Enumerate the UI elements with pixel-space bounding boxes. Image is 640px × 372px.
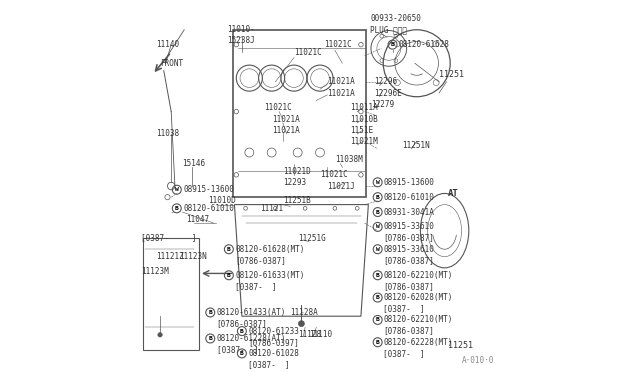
Text: 11128A: 11128A (291, 308, 318, 317)
Circle shape (158, 333, 163, 337)
Bar (143, 238, 199, 350)
Text: 11021D: 11021D (283, 167, 310, 176)
Text: 08120-61228(AT): 08120-61228(AT) (216, 334, 286, 343)
Text: [0387-  ]: [0387- ] (383, 349, 425, 358)
Text: 11140: 11140 (156, 40, 179, 49)
Text: 08120-61010: 08120-61010 (183, 204, 234, 213)
Text: 11251G: 11251G (298, 234, 325, 243)
Text: 08120-61233: 08120-61233 (248, 327, 299, 336)
Text: 08120-61628: 08120-61628 (398, 40, 449, 49)
Polygon shape (234, 205, 369, 316)
Text: B: B (376, 317, 380, 323)
Text: 08120-62210(MT): 08120-62210(MT) (383, 315, 452, 324)
Text: 11021J: 11021J (328, 182, 355, 190)
Text: [0387-  ]: [0387- ] (216, 345, 258, 354)
Text: [0786-0387]: [0786-0387] (383, 327, 434, 336)
Text: 11121Z: 11121Z (156, 252, 184, 261)
Text: 11038: 11038 (156, 129, 179, 138)
Text: B: B (376, 195, 380, 200)
Text: 08915-13600: 08915-13600 (183, 185, 234, 194)
Text: 08915-33610: 08915-33610 (383, 245, 434, 254)
Text: PLUG プラグ: PLUG プラグ (370, 25, 407, 34)
Text: B: B (209, 310, 212, 315)
Text: 11021C: 11021C (324, 40, 351, 49)
Text: 15238J: 15238J (227, 36, 255, 45)
Text: 11010B: 11010B (349, 115, 378, 124)
Text: 11011A: 11011A (349, 103, 378, 112)
Text: 12296E: 12296E (374, 89, 402, 97)
Text: [0387-  ]: [0387- ] (248, 360, 290, 369)
Text: B: B (376, 295, 380, 300)
Text: 11251N: 11251N (402, 141, 429, 150)
Text: B: B (376, 273, 380, 278)
Text: 11121: 11121 (260, 204, 284, 213)
Circle shape (298, 321, 305, 327)
Text: 11010-: 11010- (227, 25, 255, 34)
Text: 11251: 11251 (439, 70, 464, 79)
Text: 11021C: 11021C (294, 48, 322, 57)
Text: 11021A: 11021A (328, 89, 355, 97)
Text: [0786-0387]: [0786-0387] (383, 282, 434, 291)
Text: 11251: 11251 (449, 341, 474, 350)
Text: [0786-0387]: [0786-0387] (216, 319, 268, 328)
Text: A·010·0: A·010·0 (461, 356, 493, 365)
Text: [0786-0387]: [0786-0387] (235, 256, 286, 265)
Text: 11021A: 11021A (271, 126, 300, 135)
Text: 15146: 15146 (182, 159, 205, 168)
Text: 11021M: 11021M (349, 137, 378, 146)
Text: 08120-62228(MT): 08120-62228(MT) (383, 338, 452, 347)
Text: [0786-0387]: [0786-0387] (383, 234, 434, 243)
Text: B: B (175, 206, 179, 211)
Text: [0387-  ]: [0387- ] (383, 304, 425, 313)
Text: 08915-33610: 08915-33610 (383, 222, 434, 231)
Text: W: W (376, 247, 380, 252)
Text: 11128: 11128 (298, 330, 321, 339)
Text: 08120-62210(MT): 08120-62210(MT) (383, 271, 452, 280)
Text: B: B (227, 273, 231, 278)
Text: 00933-20650: 00933-20650 (370, 14, 421, 23)
Text: B: B (376, 340, 380, 345)
Text: W: W (175, 187, 179, 192)
Text: 08120-61628(MT): 08120-61628(MT) (235, 245, 305, 254)
Text: W: W (376, 180, 380, 185)
Text: 12296: 12296 (374, 77, 397, 86)
Text: 12293: 12293 (283, 178, 306, 187)
Text: 11251B: 11251B (283, 196, 310, 205)
Text: [0786-0387]: [0786-0387] (383, 256, 434, 265)
Text: B: B (209, 336, 212, 341)
Text: 11038M: 11038M (335, 155, 363, 164)
Text: 08915-13600: 08915-13600 (383, 178, 434, 187)
Text: 11021C: 11021C (320, 170, 348, 179)
Text: 08931-3041A: 08931-3041A (383, 208, 434, 217)
Bar (232, 30, 367, 197)
Text: AT: AT (449, 189, 459, 198)
Text: 12279: 12279 (371, 100, 394, 109)
Text: 11010D: 11010D (209, 196, 236, 205)
Text: [0786-0397]: [0786-0397] (248, 338, 299, 347)
Text: 11123M: 11123M (141, 267, 169, 276)
Text: W: W (376, 224, 380, 230)
Text: 11021C: 11021C (264, 103, 292, 112)
Text: 11021A: 11021A (271, 115, 300, 124)
Text: 1151E: 1151E (349, 126, 373, 135)
Text: 08120-61010: 08120-61010 (383, 193, 434, 202)
Text: 11110: 11110 (309, 330, 332, 339)
Text: 11123N: 11123N (179, 252, 206, 261)
Text: 08120-61633(MT): 08120-61633(MT) (235, 271, 305, 280)
Text: B: B (240, 328, 244, 334)
Text: FRONT: FRONT (160, 59, 183, 68)
Text: [0387-     ]: [0387- ] (141, 234, 197, 243)
Text: B: B (376, 209, 380, 215)
Text: B: B (390, 42, 394, 47)
Text: 08120-61433(AT): 08120-61433(AT) (216, 308, 286, 317)
Text: 11047: 11047 (186, 215, 209, 224)
Text: 08120-62028(MT): 08120-62028(MT) (383, 293, 452, 302)
Text: 11021A: 11021A (328, 77, 355, 86)
Text: [0387-  ]: [0387- ] (235, 282, 277, 291)
Text: 08120-61028: 08120-61028 (248, 349, 299, 358)
Text: B: B (227, 247, 231, 252)
Text: B: B (240, 351, 244, 356)
